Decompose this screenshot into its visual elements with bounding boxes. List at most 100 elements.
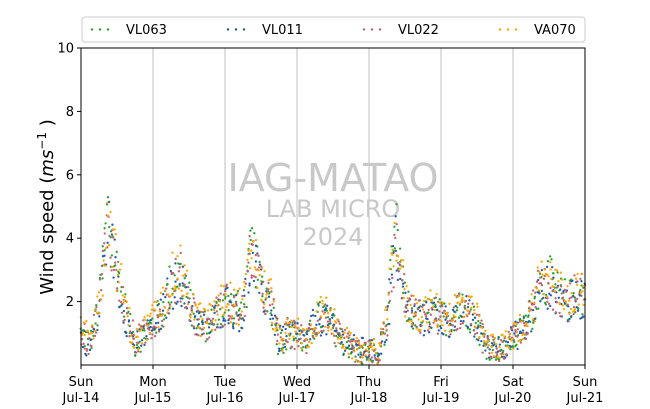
point	[515, 343, 518, 346]
point	[553, 289, 556, 293]
point	[574, 298, 577, 302]
point	[100, 288, 103, 292]
point	[404, 291, 407, 295]
point	[318, 301, 322, 304]
point	[126, 315, 129, 318]
point	[104, 222, 107, 225]
point	[352, 333, 356, 337]
point	[270, 290, 273, 293]
point	[183, 273, 187, 276]
point	[559, 285, 563, 288]
point	[250, 274, 253, 277]
point	[320, 329, 323, 333]
point	[221, 299, 225, 302]
point	[376, 355, 379, 358]
point	[277, 347, 281, 350]
point	[171, 287, 174, 290]
point	[120, 304, 123, 307]
point	[419, 331, 422, 334]
point	[183, 264, 186, 267]
point	[130, 332, 134, 335]
point	[109, 210, 112, 214]
point	[341, 330, 344, 333]
x-axis-ticks: SunJul-14MonJul-15TueJul-16WedJul-17ThuJ…	[62, 365, 603, 406]
legend-marker	[242, 28, 246, 31]
point	[379, 352, 383, 355]
point	[143, 329, 146, 332]
point	[143, 336, 146, 340]
point	[208, 317, 211, 321]
point	[547, 302, 551, 306]
point	[552, 285, 555, 289]
legend-marker	[514, 28, 518, 31]
point	[204, 340, 207, 343]
point	[275, 318, 279, 322]
point	[280, 338, 283, 342]
point	[415, 302, 419, 305]
point	[285, 348, 288, 351]
series-VA070	[79, 201, 585, 365]
point	[442, 315, 445, 318]
point	[246, 265, 249, 268]
point	[468, 299, 471, 302]
point	[546, 300, 549, 303]
point	[238, 307, 241, 310]
point	[502, 349, 505, 353]
x-tick-day-label: Fri	[433, 375, 449, 390]
point	[274, 316, 278, 319]
point	[83, 334, 86, 337]
point	[100, 273, 104, 276]
point	[473, 312, 476, 315]
point	[178, 282, 181, 286]
point	[505, 353, 508, 356]
point	[531, 317, 535, 321]
point	[153, 335, 157, 338]
point	[321, 299, 324, 302]
point	[406, 309, 410, 312]
point	[137, 348, 140, 351]
point	[232, 303, 235, 306]
point	[177, 287, 181, 290]
point	[392, 265, 395, 268]
point	[397, 267, 400, 270]
point	[242, 319, 246, 322]
point	[502, 357, 506, 360]
point	[137, 350, 140, 353]
point	[243, 303, 246, 306]
point	[521, 329, 525, 332]
point	[209, 303, 212, 306]
point	[164, 295, 167, 299]
point	[161, 286, 165, 289]
point	[374, 357, 378, 361]
point	[545, 295, 549, 298]
point	[548, 292, 551, 295]
point	[431, 305, 435, 309]
point	[319, 295, 322, 299]
point	[515, 331, 518, 334]
point	[101, 245, 104, 248]
point	[297, 345, 300, 348]
point	[359, 345, 362, 348]
point	[536, 291, 539, 294]
x-tick-date-label: Jul-20	[494, 391, 532, 406]
point	[311, 336, 315, 339]
point	[582, 315, 585, 318]
point	[342, 353, 345, 356]
point	[227, 303, 230, 306]
point	[446, 312, 449, 315]
point	[436, 323, 439, 326]
point	[466, 305, 470, 309]
point	[222, 319, 225, 322]
point	[372, 338, 375, 341]
point	[272, 328, 275, 331]
data-points	[79, 196, 587, 365]
point	[538, 292, 541, 295]
point	[459, 322, 462, 326]
point	[157, 330, 161, 333]
point	[108, 225, 111, 229]
point	[251, 251, 255, 255]
point	[572, 313, 575, 316]
point	[172, 272, 175, 275]
point	[252, 275, 255, 278]
point	[570, 292, 573, 295]
